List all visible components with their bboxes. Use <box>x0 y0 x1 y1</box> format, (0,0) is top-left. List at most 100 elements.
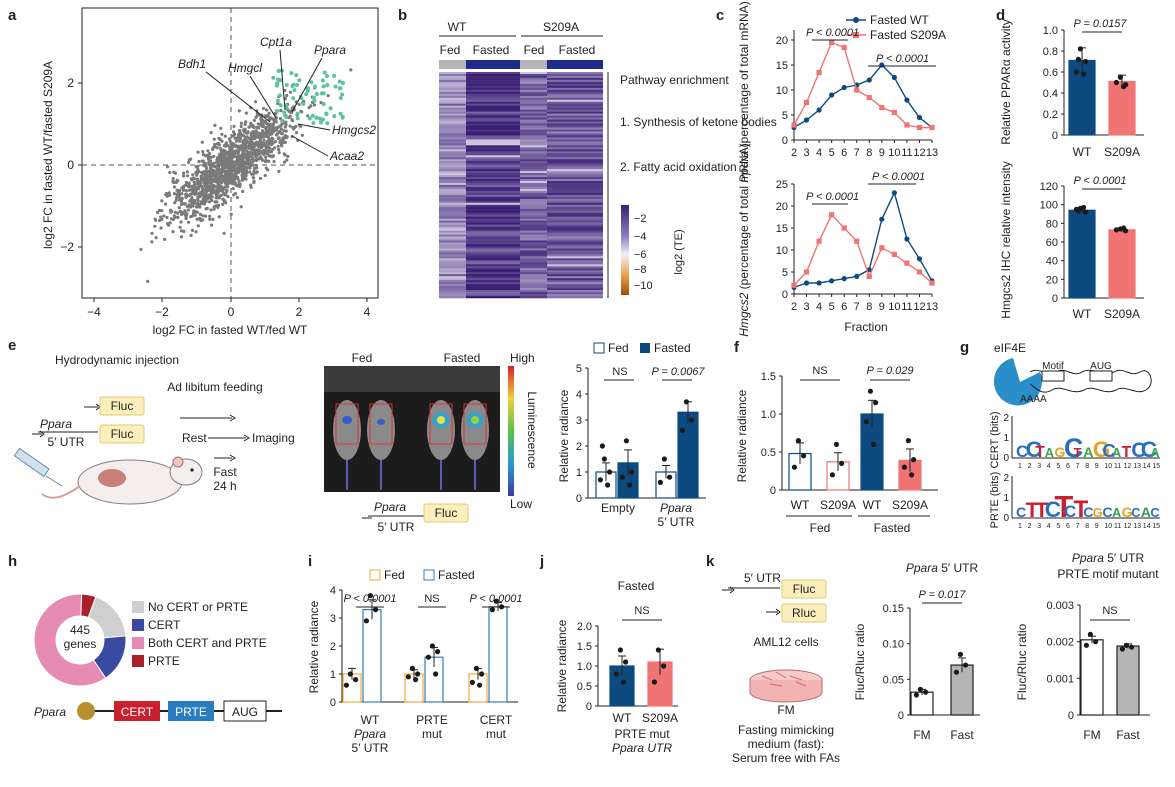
heatmap-cell <box>520 127 547 130</box>
heatmap-cell <box>466 87 520 91</box>
heatmap-cell <box>466 284 520 287</box>
scatter-point <box>222 152 226 157</box>
scatter-point <box>187 188 191 192</box>
scatter-point <box>288 124 292 128</box>
scatter-point <box>176 215 180 219</box>
scatter-point <box>219 193 223 197</box>
scatter-point <box>273 140 277 144</box>
y-tick-label: 0 <box>782 289 788 301</box>
mrna-loop <box>1029 369 1152 393</box>
leader-line <box>291 57 323 113</box>
y-tick-label: 10 <box>776 85 788 97</box>
heatmap-cell <box>466 73 520 77</box>
data-dot <box>1129 644 1135 650</box>
data-dot <box>409 665 415 671</box>
e-p-ns: NS <box>612 366 627 378</box>
highlight-point <box>311 121 316 125</box>
y-tick-label: 5 <box>576 363 582 375</box>
heatmap-cell <box>439 169 466 172</box>
scatter-point <box>162 214 166 218</box>
heatmap-cell <box>466 91 520 95</box>
scatter-point <box>185 170 189 174</box>
highlight-point <box>289 71 294 76</box>
d-top-chart: 0 0.2 0.4 0.6 0.8 1.0 <box>1043 25 1144 142</box>
heatmap-cell <box>466 202 520 206</box>
heatmap-cell <box>466 236 520 239</box>
highlight-point <box>284 82 289 87</box>
heatmap-cell <box>547 254 603 257</box>
panel-label-i: i <box>308 553 312 570</box>
heatmap-cell <box>439 161 466 164</box>
heatmap-cell <box>547 234 603 237</box>
scatter-point <box>220 177 224 181</box>
y-tick-label: 0 <box>1052 293 1058 305</box>
highlight-point <box>340 92 345 97</box>
heatmap-cell <box>547 250 603 253</box>
heatmap-cell <box>547 72 603 75</box>
data-dot <box>905 438 911 444</box>
heatmap-cell <box>520 296 547 299</box>
heatmap-cell <box>520 200 547 204</box>
g-ytick: 1 <box>1003 433 1009 444</box>
y-tick-label: 0.6 <box>1043 67 1058 79</box>
scatter-point <box>216 204 220 208</box>
heatmap-cell <box>439 143 466 146</box>
heatmap-cell <box>547 81 603 85</box>
heatmap-cell <box>520 248 547 251</box>
heatmap-cell <box>520 206 547 210</box>
scatter-point <box>229 169 233 173</box>
x-tick-label: 8 <box>866 301 872 313</box>
heatmap-cell <box>547 133 603 136</box>
highlight-point <box>338 111 343 116</box>
scatter-point <box>213 200 217 204</box>
heatmap-cell <box>547 149 603 152</box>
heatmap-cell <box>439 194 466 198</box>
logo-position: 2 <box>1028 463 1032 470</box>
heatmap-cell <box>439 296 466 299</box>
scatter-point <box>187 185 191 189</box>
heatmap-cell <box>520 151 547 154</box>
heatmap-cell <box>466 198 520 202</box>
scatter-point <box>255 166 259 170</box>
heatmap-cell <box>466 218 520 221</box>
e-fluc: Fluc <box>111 399 134 413</box>
heatmap-cell <box>520 242 547 245</box>
heatmap-cell <box>466 246 520 249</box>
b-cond: Fasted <box>559 43 596 57</box>
heatmap-cell <box>520 230 547 233</box>
scatter-point <box>178 198 182 202</box>
heatmap-cell <box>439 149 466 152</box>
heatmap-cell <box>520 284 547 287</box>
scatter-point <box>208 193 212 197</box>
k-p1: P = 0.017 <box>919 589 967 601</box>
logo-letter: A <box>1083 445 1093 461</box>
point-wt <box>829 92 835 98</box>
scatter-point <box>150 240 154 244</box>
scatter-point <box>174 198 178 202</box>
scatter-point <box>300 110 304 114</box>
f-group-fed: Fed <box>810 521 831 535</box>
scatter-point <box>205 153 209 157</box>
heatmap-cell <box>520 216 547 219</box>
y-tick-label: 10 <box>776 245 788 257</box>
heatmap-cell <box>466 220 520 223</box>
x-tick-label: 2 <box>791 147 797 159</box>
point-s209a <box>891 109 897 116</box>
heatmap-cell <box>439 232 466 235</box>
data-dot <box>627 482 633 488</box>
heatmap-cell <box>520 145 547 148</box>
point-wt <box>904 236 910 242</box>
x-tick-label: 4 <box>816 147 822 159</box>
bar <box>1080 639 1104 716</box>
heatmap-cell <box>520 97 547 101</box>
data-dot <box>493 598 499 604</box>
scatter-point <box>251 124 255 128</box>
scatter-point <box>192 176 196 180</box>
heatmap-cell <box>439 167 466 170</box>
data-dot <box>1113 79 1119 86</box>
data-dot <box>923 689 929 695</box>
scatter-point <box>231 187 235 191</box>
bar <box>1116 645 1140 716</box>
highlight-point <box>314 92 319 96</box>
